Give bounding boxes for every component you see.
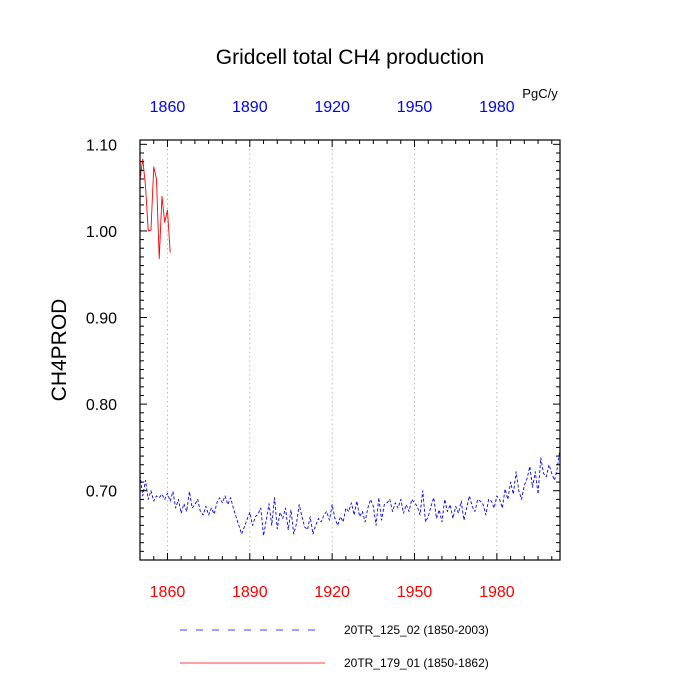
x-tick-label-top-1980: 1980 [479,99,515,116]
x-tick-label-bottom-1860: 1860 [150,584,186,601]
x-tick-label-bottom-1980: 1980 [479,584,515,601]
gridlines [167,140,498,560]
x-tick-label-top-1920: 1920 [314,99,350,116]
y-tick-label-0: 0.70 [86,484,117,501]
x-tick-label-bottom-1890: 1890 [232,584,268,601]
y-tick-label-4: 1.10 [86,137,117,154]
legend-label-series-2: 20TR_179_01 (1850-1862) [344,656,489,670]
plot-frame [139,139,561,561]
x-tick-label-top-1890: 1890 [232,99,268,116]
tick-layer: 1860 1860 1890 1890 1920 1920 1950 1950 1980 1980… [86,99,560,601]
series-line-1 [139,449,561,537]
units-label: PgC/y [522,86,558,101]
y-axis-label: CH4PROD [48,299,71,402]
x-tick-label-bottom-1920: 1920 [314,584,350,601]
x-tick-label-top-1860: 1860 [150,99,186,116]
legend-label-series-1: 20TR_125_02 (1850-2003) [344,623,489,637]
series-layer [139,158,561,537]
y-tick-label-3: 1.00 [86,224,117,241]
y-tick-label-2: 0.90 [86,311,117,328]
series-line-2 [139,158,171,260]
y-tick-label-1: 0.80 [86,397,117,414]
chart-title: Gridcell total CH4 production [216,46,484,69]
legend: 20TR_125_02 (1850-2003) 20TR_179_01 (185… [180,623,489,670]
x-tick-label-bottom-1950: 1950 [397,584,433,601]
x-tick-label-top-1950: 1950 [397,99,433,116]
